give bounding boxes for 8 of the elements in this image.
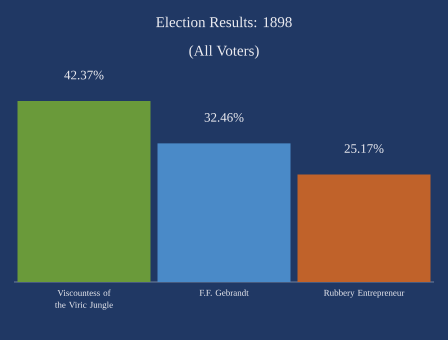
data-label: 42.37%	[64, 70, 104, 80]
data-label: 25.17%	[344, 144, 384, 153]
data-label: 32.46%	[204, 113, 244, 122]
chart-title: Election Results: 1898	[156, 16, 292, 28]
x-tick-label: F.F. Gebrandt	[200, 290, 249, 296]
x-tick-label: Viscountess of the Viric Jungle	[54, 290, 113, 310]
x-tick-label: Rubbery Entrepreneur	[324, 290, 404, 298]
chart-subtitle: (All Voters)	[189, 45, 259, 59]
